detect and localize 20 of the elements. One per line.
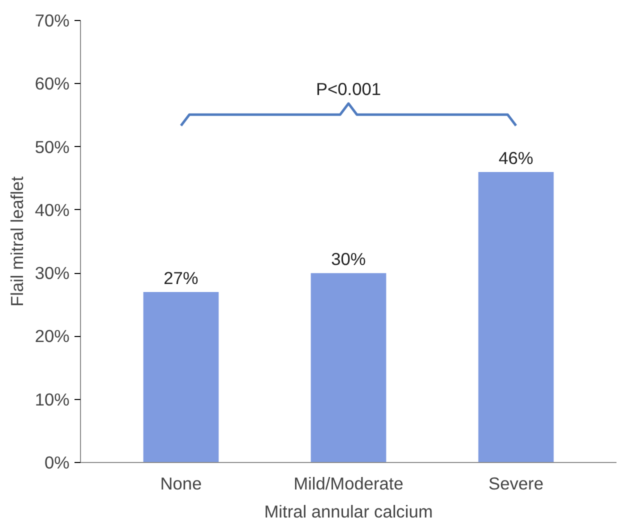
- bar: [310, 273, 386, 462]
- y-tick-label: 70%: [34, 10, 70, 30]
- y-tick-label: 30%: [34, 263, 70, 284]
- y-tick-label: 60%: [34, 74, 70, 94]
- annotation: P<0.001: [316, 79, 382, 100]
- x-tick-label: Severe: [488, 474, 544, 494]
- y-axis-title: Flail mitral leaflet: [6, 176, 27, 306]
- data-label: 30%: [331, 249, 366, 270]
- bar: [478, 172, 554, 462]
- y-tick-label: 10%: [34, 389, 70, 410]
- y-tick-label: 40%: [34, 200, 70, 220]
- data-label: 46%: [498, 148, 534, 168]
- y-tick-label: 50%: [34, 136, 70, 157]
- y-tick-label: 20%: [34, 326, 70, 346]
- x-tick-label: Mild/Moderate: [294, 474, 404, 494]
- x-axis-title: Mitral annular calcium: [264, 502, 433, 522]
- x-tick-label: None: [160, 474, 202, 494]
- y-tick-label: 0%: [44, 452, 70, 472]
- bar: [143, 292, 219, 462]
- data-label: 27%: [164, 268, 198, 288]
